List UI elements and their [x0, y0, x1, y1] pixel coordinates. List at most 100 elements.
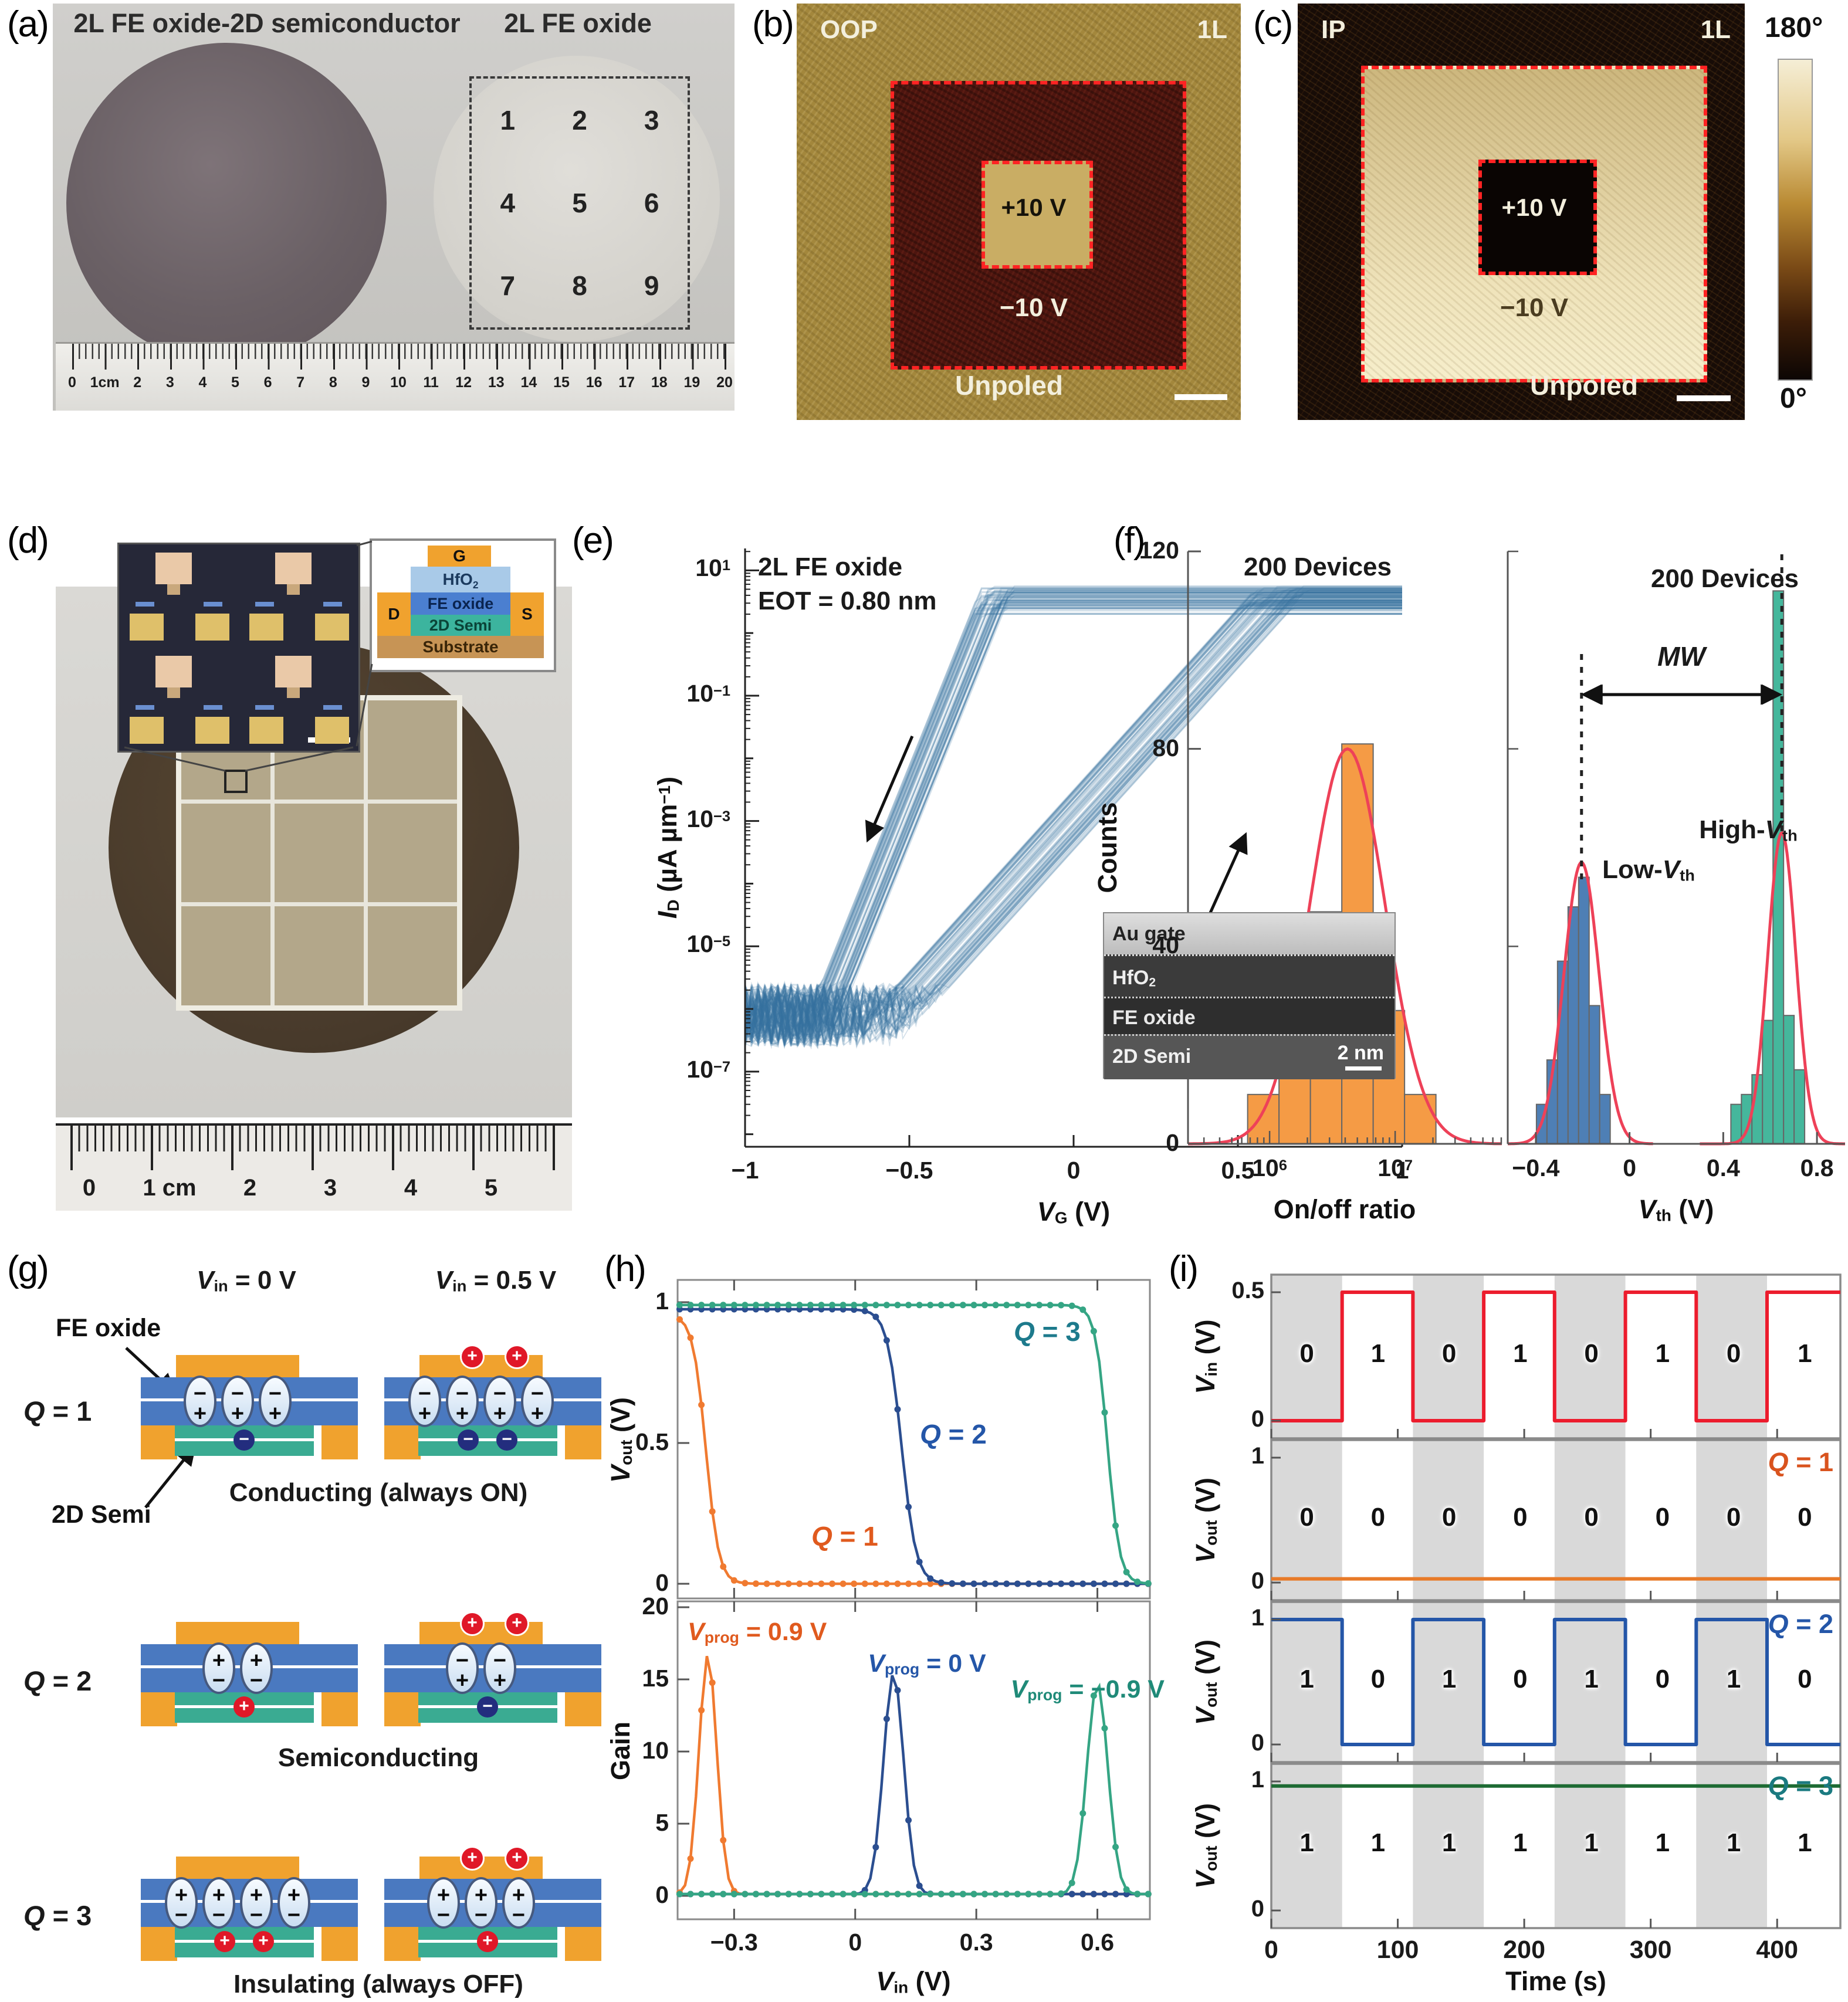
h-ytick-bottom: 0	[655, 1881, 669, 1908]
h-xtick: 0.6	[1081, 1929, 1115, 1956]
g-device-diagram: − + − + − + − + − − + +	[384, 1344, 601, 1459]
g-dipole-bottom-sign: +	[455, 1401, 469, 1426]
g-row-caption: Semiconducting	[277, 1743, 479, 1772]
pfm-oop-mode-label: OOP	[820, 15, 878, 44]
g-electron-charge: −	[458, 1429, 479, 1451]
g-dipole-top-sign: −	[268, 1381, 282, 1406]
i-ytick: 0.5	[1231, 1278, 1264, 1303]
g-dipole-top-sign: +	[212, 1883, 226, 1908]
i-bit: 0	[1726, 1502, 1741, 1532]
g-dipole-top-sign: +	[249, 1648, 263, 1673]
i-x-axis-title: Time (s)	[1505, 1966, 1606, 1996]
g-dipole-top-sign: +	[436, 1883, 451, 1908]
tem-scale-label: 2 nm	[1337, 1042, 1384, 1064]
ruler-d-number: 4	[404, 1175, 418, 1201]
i-bit: 1	[1441, 1664, 1457, 1693]
g-device-diagram: − + − + − + −	[141, 1355, 358, 1459]
i-bit: 1	[1726, 1828, 1741, 1857]
i-bit: 1	[1584, 1664, 1599, 1693]
panel-i-label: (i)	[1169, 1249, 1199, 1289]
g-source-contact	[321, 1692, 358, 1726]
g-dipole: + −	[502, 1877, 535, 1929]
i-bit: 1	[1513, 1339, 1528, 1368]
f-ytick: 40	[1152, 931, 1179, 959]
i-bit: 0	[1370, 1664, 1386, 1693]
i-bit: 1	[1798, 1828, 1812, 1857]
i-xtick: 400	[1756, 1936, 1799, 1964]
device-array-cell	[181, 906, 270, 1005]
h-xtick: 0.3	[959, 1929, 993, 1956]
g-dipole: + −	[277, 1877, 310, 1929]
micrograph-device-shape	[167, 584, 180, 595]
pfm-oop-scalebar	[1175, 394, 1227, 400]
tem-2d-semi-label: 2D Semi	[1112, 1045, 1192, 1068]
g-dipole: + −	[240, 1642, 273, 1694]
pfm-colorbar	[1778, 59, 1813, 381]
h-ylabel-gain: Gain	[605, 1721, 635, 1781]
g-hole-charge: +	[253, 1931, 274, 1952]
g-source-contact	[565, 1692, 601, 1726]
e-y-axis-title: ID (µA µm−1)	[652, 776, 683, 919]
device-array-cell	[368, 700, 457, 800]
pfm-ip-mode-label: IP	[1321, 15, 1346, 44]
i-ytick: 0	[1251, 1406, 1264, 1432]
g-dipole-bottom-sign: −	[474, 1903, 488, 1928]
g-dipole-top-sign: −	[418, 1381, 432, 1406]
schematic-gate: G	[428, 546, 491, 567]
micrograph-device-shape	[275, 656, 312, 687]
wafer-fe-oxide	[434, 56, 720, 342]
i-bit: 0	[1299, 1339, 1314, 1368]
device-array-cell	[368, 906, 457, 1005]
i-bit-labels: 1 0 1 0 1 0 1 0	[1271, 1665, 1840, 1694]
g-source-contact	[321, 1927, 358, 1961]
i-bit: 0	[1441, 1339, 1457, 1368]
schematic-substrate: Substrate	[377, 636, 544, 658]
wafer-grid-number: 3	[644, 104, 659, 136]
g-dipole-top-sign: −	[493, 1381, 507, 1406]
g-drain-contact	[141, 1692, 177, 1726]
micrograph-device-shape	[195, 717, 229, 744]
e-ytick: 10−5	[686, 930, 730, 958]
tem-hfo2-label: HfO2	[1112, 967, 1156, 990]
device-array-cell	[275, 906, 364, 1005]
tem-fe-oxide: FE oxide	[1104, 997, 1395, 1036]
ruler-a-number: 13	[488, 374, 505, 391]
panel-c-label: (c)	[1253, 4, 1293, 45]
g-dipole-top-sign: +	[512, 1883, 526, 1908]
e-note-material: 2L FE oxide	[758, 553, 903, 581]
e-note-devices: 200 Devices	[1244, 553, 1392, 581]
h-ytick-bottom: 5	[655, 1809, 669, 1836]
g-dipole-bottom-sign: −	[436, 1903, 451, 1928]
f-xtick-right: 0	[1623, 1154, 1637, 1181]
g-dipole-bottom-sign: +	[268, 1401, 282, 1426]
g-drain-contact	[141, 1425, 177, 1459]
g-q-label: Q = 1	[23, 1395, 92, 1427]
colorbar-min-label: 0°	[1780, 383, 1807, 414]
schematic-2d-semi: 2D Semi	[411, 615, 510, 636]
ruler-a-number: 1cm	[90, 374, 120, 391]
g-dipole-top-sign: +	[287, 1883, 301, 1908]
i-bit: 0	[1655, 1664, 1670, 1693]
i-row-ylabel: Vin (V)	[1190, 1319, 1221, 1394]
device-array-cell	[181, 803, 270, 903]
g-dipole-top-sign: −	[455, 1648, 469, 1673]
g-dipole-top-sign: +	[212, 1648, 226, 1673]
h-label-q2: Q = 2	[920, 1419, 987, 1449]
micrograph-device-shape	[287, 584, 300, 595]
g-row-caption: Conducting (always ON)	[229, 1478, 528, 1507]
panel-a-title-left: 2L FE oxide-2D semiconductor	[73, 8, 461, 38]
e-xtick: −0.5	[885, 1157, 933, 1184]
panel-c-pfm-image	[1298, 4, 1745, 420]
h-ytick-bottom: 10	[642, 1737, 669, 1764]
micrograph-device-shape	[249, 614, 283, 641]
ruler-a-number: 12	[455, 374, 472, 391]
h-xtick: 0	[848, 1929, 862, 1956]
g-dipole-bottom-sign: +	[455, 1668, 469, 1693]
g-device-diagram: + − + − + − + − + +	[141, 1857, 358, 1961]
micrograph-device-shape	[195, 614, 229, 641]
ruler-d-number: 1 cm	[143, 1175, 197, 1201]
wafer-grid-number: 9	[644, 270, 659, 302]
g-dipole-bottom-sign: +	[493, 1668, 507, 1693]
h-label-vprog-zero: Vprog = 0 V	[868, 1649, 986, 1678]
